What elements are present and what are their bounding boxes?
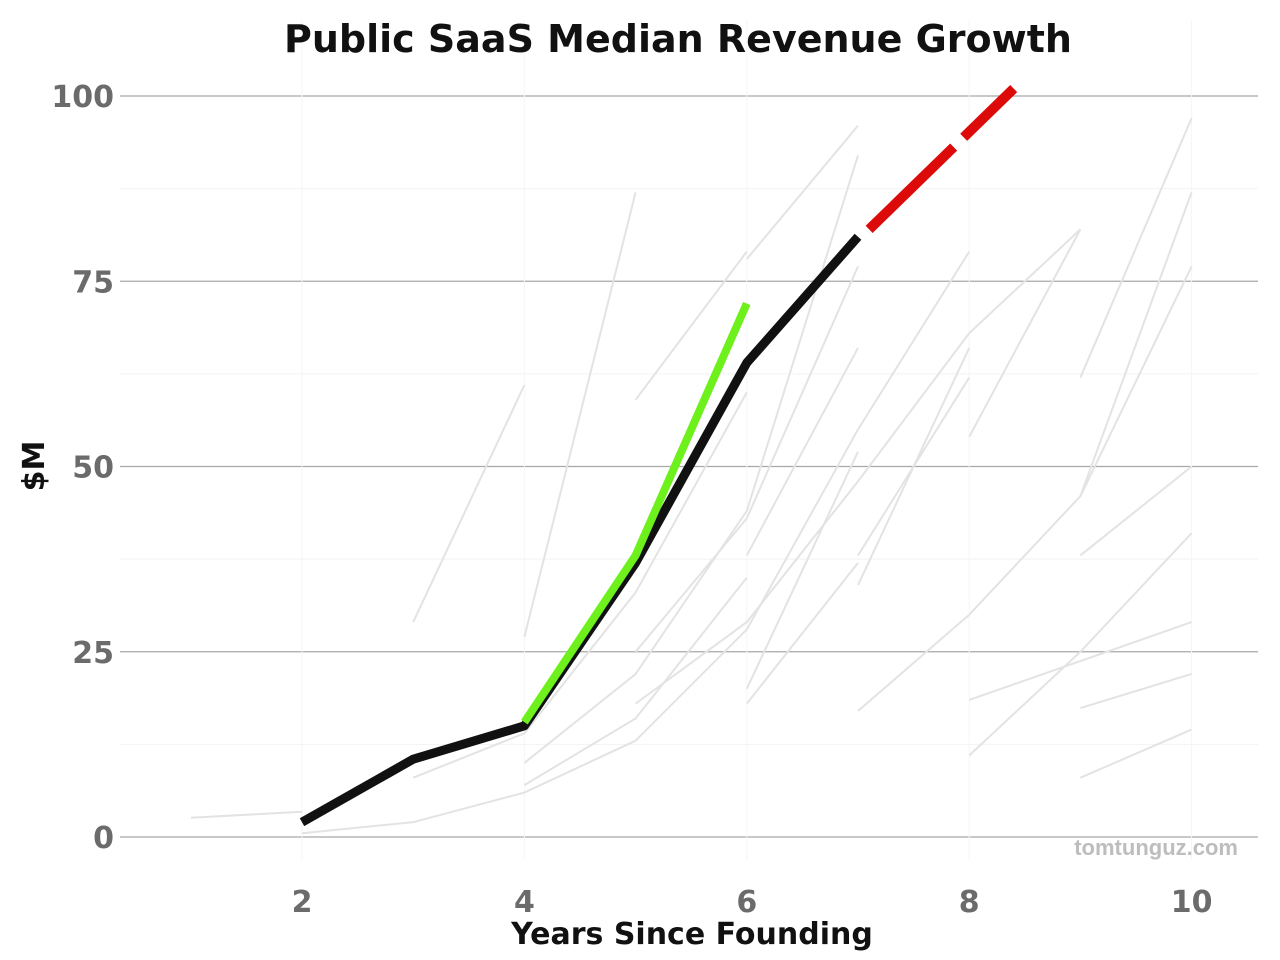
x-tick-label: 2 [292, 885, 313, 920]
company-line [190, 810, 303, 819]
y-tick-label: 50 [72, 451, 114, 486]
company-line [746, 124, 859, 260]
company-line [523, 577, 748, 786]
company-line [857, 613, 970, 712]
y-tick-label: 100 [51, 80, 114, 115]
company-line [1080, 673, 1192, 710]
company-line [1079, 465, 1193, 557]
chart-title: Public SaaS Median Revenue Growth [284, 17, 1072, 61]
company-line [745, 451, 859, 690]
company-line [635, 480, 859, 705]
company-line [968, 621, 1192, 701]
x-axis-label: Years Since Founding [510, 917, 873, 952]
y-axis-label: $M [17, 441, 52, 492]
company-line [745, 347, 859, 556]
company-line [634, 266, 859, 653]
company-line [857, 228, 1082, 482]
company-line [1079, 117, 1193, 378]
y-tick-label: 25 [72, 636, 114, 671]
series-lines [299, 85, 1018, 827]
company-line [634, 251, 748, 401]
x-tick-label: 8 [959, 885, 980, 920]
watermark: tomtunguz.com [1074, 835, 1238, 860]
company-line [968, 228, 1082, 438]
company-line [523, 154, 859, 764]
x-tick-label: 6 [736, 885, 757, 920]
company-line [968, 191, 1193, 616]
tick-labels: 0 25 50 75 100 2 4 6 8 10 [51, 80, 1212, 920]
company-line [412, 391, 748, 779]
company-line [745, 251, 971, 631]
company-line [857, 347, 971, 586]
company-line [746, 562, 859, 705]
projection-line [865, 85, 1018, 233]
company-line [1079, 265, 1193, 497]
company-line [968, 532, 1193, 757]
highlight-line [521, 301, 751, 725]
x-tick-label: 10 [1171, 885, 1213, 920]
y-tick-label: 75 [72, 265, 114, 300]
company-line [301, 628, 748, 835]
company-line [1080, 728, 1192, 779]
company-line [412, 384, 526, 623]
y-tick-label: 0 [93, 821, 114, 856]
median-line [299, 233, 862, 827]
x-tick-label: 4 [514, 885, 535, 920]
company-line [523, 192, 637, 638]
company-lines [190, 117, 1193, 835]
